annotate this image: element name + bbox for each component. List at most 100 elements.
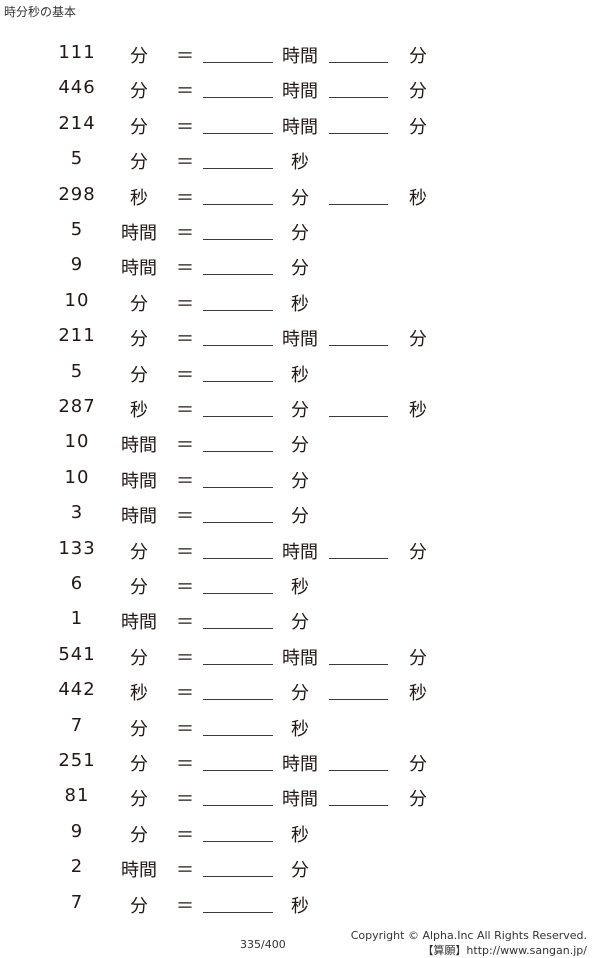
given-unit: 秒 [130, 683, 148, 705]
answer-blank[interactable] [203, 628, 273, 630]
answer-blank-2[interactable] [329, 203, 388, 205]
problem-row: 3 時間 ＝ 分 [0, 502, 600, 532]
given-value: 5 [70, 219, 84, 240]
answer-unit-2: 分 [409, 754, 427, 775]
given-unit: 分 [130, 293, 148, 315]
answer-blank[interactable] [203, 203, 273, 205]
answer-blank[interactable] [203, 770, 273, 771]
answer-blank[interactable] [203, 911, 273, 913]
problem-row: 111 分 ＝ 時間 分 [0, 42, 600, 72]
answer-blank-2[interactable] [329, 97, 388, 99]
answer-unit: 秒 [291, 577, 309, 598]
answer-blank[interactable] [203, 62, 273, 63]
given-unit: 分 [130, 541, 148, 563]
given-unit: 分 [130, 647, 148, 669]
answer-unit: 分 [291, 435, 309, 457]
equals-sign: ＝ [176, 364, 194, 386]
answer-blank[interactable] [203, 486, 273, 488]
equals-sign: ＝ [176, 223, 194, 244]
answer-blank[interactable] [203, 380, 273, 382]
equals-sign: ＝ [176, 895, 194, 917]
equals-sign: ＝ [176, 860, 194, 882]
answer-blank[interactable] [203, 876, 273, 878]
problem-row: 446 分 ＝ 時間 分 [0, 77, 600, 107]
given-value: 133 [58, 537, 96, 559]
problem-row: 6 分 ＝ 秒 [0, 573, 600, 603]
given-unit: 分 [130, 718, 148, 740]
answer-blank-2[interactable] [329, 699, 388, 701]
answer-unit-2: 分 [409, 46, 427, 67]
problem-row: 133 分 ＝ 時間 分 [0, 538, 600, 568]
answer-unit-2: 秒 [409, 683, 427, 705]
answer-blank[interactable] [203, 309, 273, 311]
given-value: 442 [58, 679, 96, 701]
answer-blank-2[interactable] [329, 345, 388, 347]
answer-blank[interactable] [203, 97, 273, 99]
given-value: 5 [70, 148, 84, 170]
equals-sign: ＝ [176, 293, 194, 315]
given-unit: 秒 [130, 400, 148, 421]
answer-blank-2[interactable] [329, 663, 388, 665]
given-value: 7 [70, 714, 84, 736]
answer-blank-2[interactable] [329, 62, 388, 63]
answer-blank-2[interactable] [329, 770, 388, 771]
answer-unit-2: 分 [409, 541, 427, 563]
given-value: 9 [70, 254, 84, 276]
equals-sign: ＝ [176, 470, 194, 492]
answer-blank[interactable] [203, 274, 273, 276]
answer-unit: 秒 [291, 718, 309, 740]
answer-unit-2: 分 [409, 116, 427, 138]
answer-blank[interactable] [203, 805, 273, 807]
given-unit: 分 [130, 152, 148, 174]
given-value: 287 [58, 396, 96, 417]
given-value: 10 [64, 431, 90, 453]
problem-row: 541 分 ＝ 時間 分 [0, 644, 600, 674]
equals-sign: ＝ [176, 116, 194, 138]
problem-row: 442 秒 ＝ 分 秒 [0, 679, 600, 709]
given-unit: 時間 [121, 258, 157, 280]
answer-blank[interactable] [203, 451, 273, 453]
given-unit: 分 [130, 577, 148, 598]
answer-blank[interactable] [203, 699, 273, 701]
answer-blank[interactable] [203, 663, 273, 665]
answer-blank[interactable] [203, 557, 273, 559]
answer-blank[interactable] [203, 132, 273, 134]
equals-sign: ＝ [176, 152, 194, 174]
answer-blank[interactable] [203, 416, 273, 417]
given-unit: 分 [130, 895, 148, 917]
equals-sign: ＝ [176, 789, 194, 811]
equals-sign: ＝ [176, 683, 194, 705]
problem-row: 9 時間 ＝ 分 [0, 254, 600, 284]
problem-row: 7 分 ＝ 秒 [0, 892, 600, 922]
answer-blank[interactable] [203, 522, 273, 524]
problem-row: 251 分 ＝ 時間 分 [0, 750, 600, 780]
problem-row: 5 時間 ＝ 分 [0, 219, 600, 249]
given-value: 7 [70, 891, 84, 913]
answer-blank-2[interactable] [329, 805, 388, 807]
answer-unit-2: 秒 [409, 400, 427, 421]
site-url: 【算願】http://www.sangan.jp/ [422, 944, 587, 957]
answer-blank[interactable] [203, 345, 273, 347]
answer-unit: 分 [291, 400, 309, 421]
given-unit: 時間 [121, 470, 157, 492]
given-unit: 時間 [121, 223, 157, 244]
given-unit: 分 [130, 46, 148, 67]
answer-blank[interactable] [203, 168, 273, 170]
answer-blank[interactable] [203, 734, 273, 736]
answer-unit: 分 [291, 683, 309, 705]
answer-blank[interactable] [203, 840, 273, 842]
answer-unit: 分 [291, 860, 309, 882]
answer-blank-2[interactable] [329, 557, 388, 559]
answer-unit-2: 分 [409, 81, 427, 103]
problem-row: 10 分 ＝ 秒 [0, 290, 600, 320]
problem-row: 5 分 ＝ 秒 [0, 148, 600, 178]
given-value: 1 [70, 608, 84, 630]
answer-blank-2[interactable] [329, 416, 388, 417]
answer-blank[interactable] [203, 593, 273, 594]
answer-unit: 分 [291, 187, 309, 209]
answer-unit: 分 [291, 470, 309, 492]
answer-blank[interactable] [203, 239, 273, 240]
problem-row: 2 時間 ＝ 分 [0, 856, 600, 886]
answer-blank-2[interactable] [329, 132, 388, 134]
problem-row: 5 分 ＝ 秒 [0, 361, 600, 391]
